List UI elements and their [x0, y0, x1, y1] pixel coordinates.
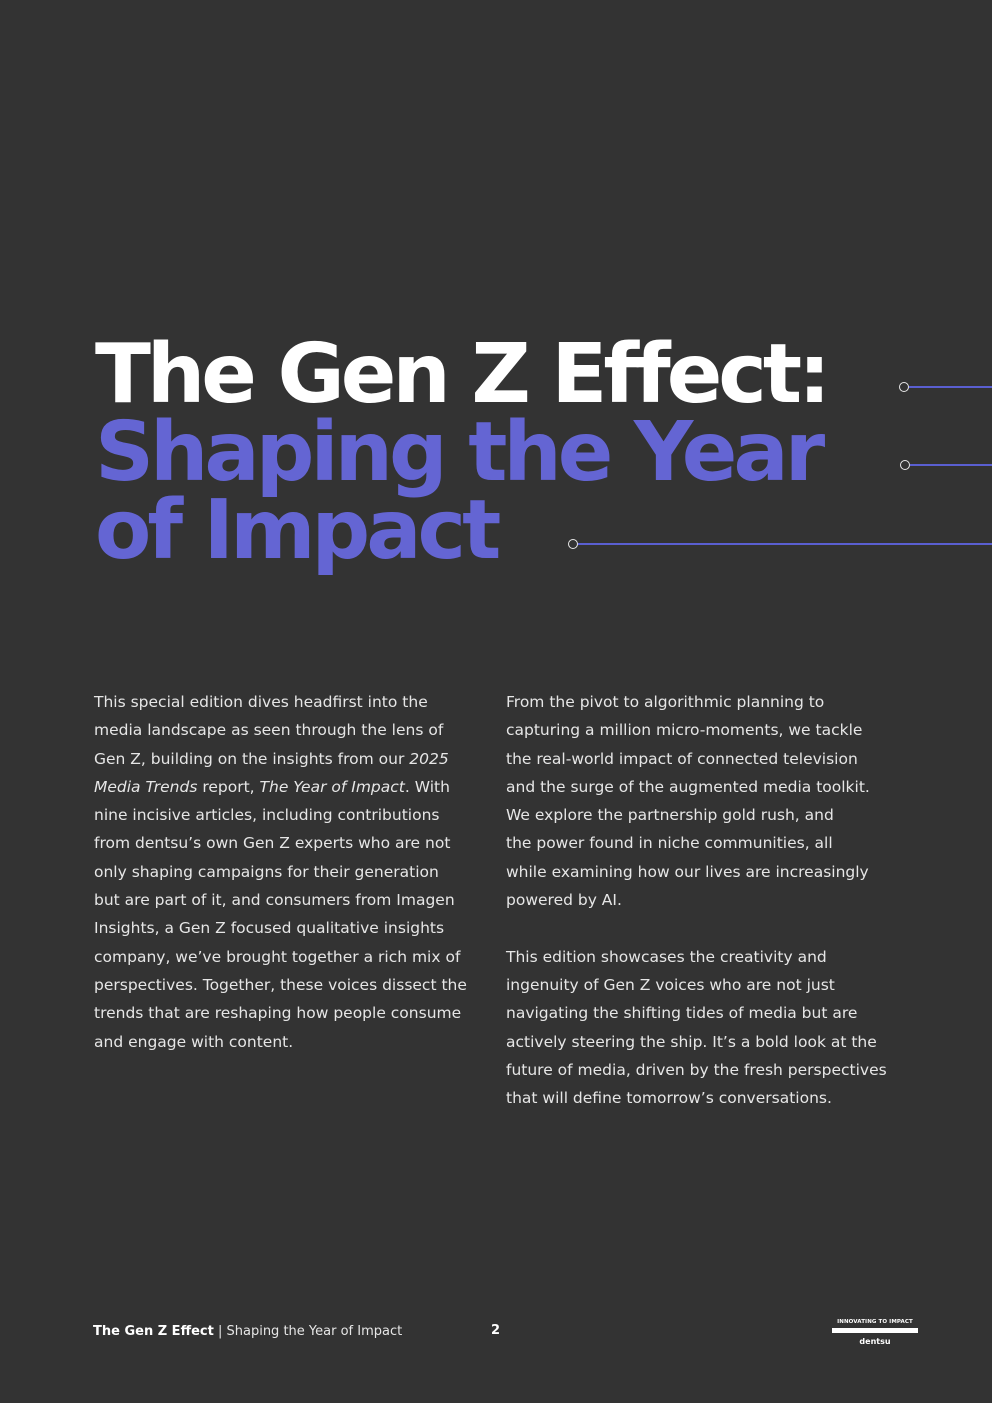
intro-column-right: From the pivot to algorithmic planning t… — [506, 688, 906, 1141]
footer-subtitle: Shaping the Year of Impact — [226, 1324, 403, 1339]
logo-tagline: INNOVATING TO IMPACT — [837, 1319, 913, 1325]
connector-node-1 — [899, 382, 909, 392]
footer-title: The Gen Z Effect | Shaping the Year of I… — [93, 1324, 402, 1339]
connector-line-2 — [910, 464, 992, 466]
body-paragraph-1: From the pivot to algorithmic planning t… — [506, 693, 870, 910]
intro-paragraph: This special edition dives headfirst int… — [94, 693, 467, 1051]
dentsu-logo: INNOVATING TO IMPACT dentsu — [832, 1318, 918, 1347]
footer-title-bold: The Gen Z Effect — [93, 1324, 214, 1339]
footer-separator: | — [213, 1324, 227, 1339]
title-line-3: of Impact — [95, 483, 501, 578]
connector-node-2 — [900, 460, 910, 470]
page-number: 2 — [491, 1323, 501, 1338]
connector-line-1 — [909, 386, 992, 388]
intro-column-left: This special edition dives headfirst int… — [94, 688, 489, 1084]
logo-brand: dentsu — [859, 1337, 891, 1346]
body-paragraph-2: This edition showcases the creativity an… — [506, 947, 887, 1108]
logo-bar — [832, 1328, 918, 1333]
title-line-1: The Gen Z Effect: — [95, 327, 831, 422]
connector-line-3 — [578, 543, 992, 545]
page-title: The Gen Z Effect: Shaping the Year of Im… — [95, 327, 831, 578]
title-line-2: Shaping the Year — [95, 405, 825, 500]
connector-node-3 — [568, 539, 578, 549]
